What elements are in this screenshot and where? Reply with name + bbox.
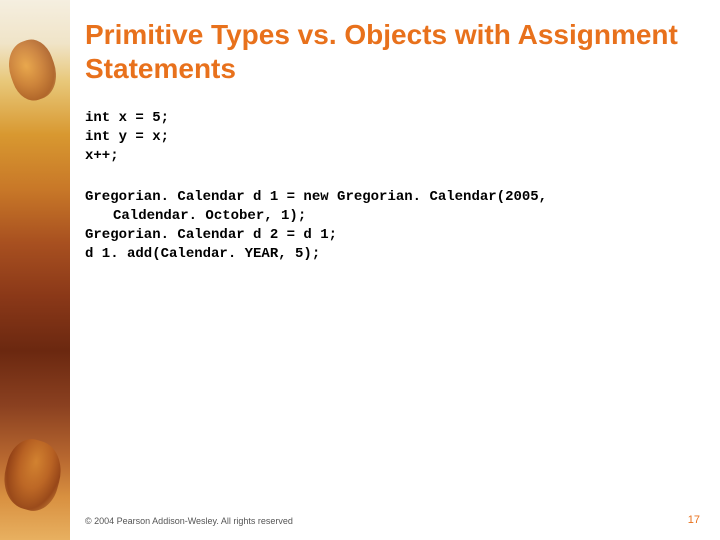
code-line: int y = x;: [85, 128, 690, 147]
code-line-continuation: Caldendar. October, 1);: [85, 207, 690, 226]
code-line: int x = 5;: [85, 109, 690, 128]
slide-title: Primitive Types vs. Objects with Assignm…: [85, 18, 690, 85]
code-line: x++;: [85, 147, 690, 166]
code-block-objects: Gregorian. Calendar d 1 = new Gregorian.…: [85, 188, 690, 264]
code-line: Gregorian. Calendar d 1 = new Gregorian.…: [85, 188, 690, 207]
code-line: Gregorian. Calendar d 2 = d 1;: [85, 226, 690, 245]
page-number: 17: [688, 514, 700, 526]
code-block-primitives: int x = 5; int y = x; x++;: [85, 109, 690, 166]
copyright-footer: © 2004 Pearson Addison-Wesley. All right…: [85, 516, 293, 526]
decorative-sidebar: [0, 0, 70, 540]
slide-content: Primitive Types vs. Objects with Assignm…: [85, 18, 690, 520]
code-line: d 1. add(Calendar. YEAR, 5);: [85, 245, 690, 264]
